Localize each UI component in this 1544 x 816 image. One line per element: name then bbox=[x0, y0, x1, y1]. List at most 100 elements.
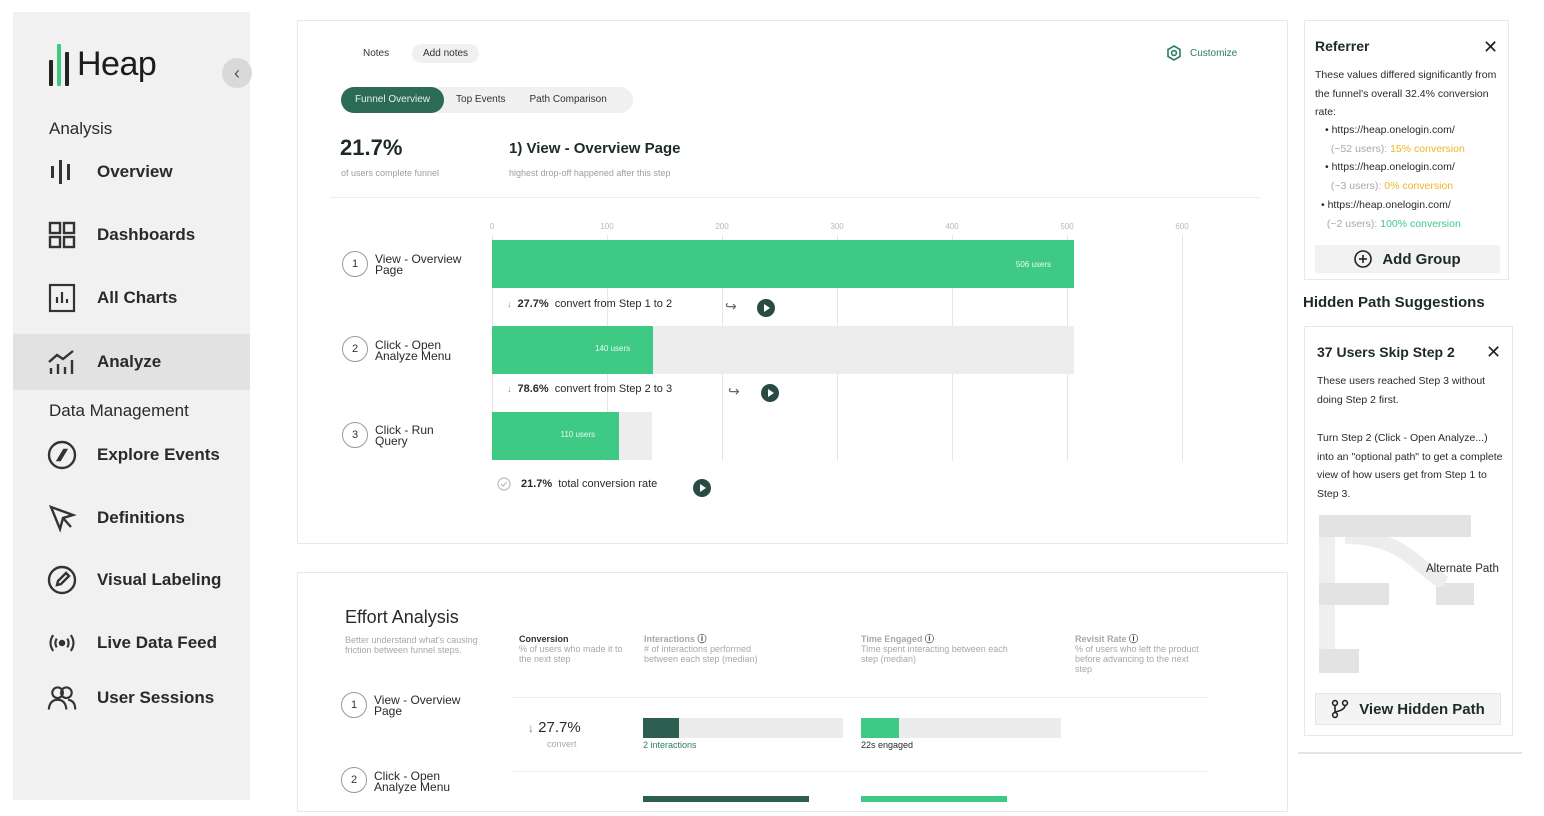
customize-button[interactable]: Customize bbox=[1166, 45, 1237, 61]
close-icon[interactable]: ✕ bbox=[1483, 37, 1499, 57]
step-label[interactable]: View - Overview Page bbox=[375, 252, 462, 277]
view-hidden-path-button[interactable]: View Hidden Path bbox=[1315, 693, 1501, 725]
sidebar-item-label: Overview bbox=[97, 162, 173, 181]
referrer-card: Referrer ✕ These values differed signifi… bbox=[1304, 20, 1509, 280]
completion-rate: 21.7% bbox=[340, 135, 403, 160]
column-conversion: Conversion% of users who made it to the … bbox=[519, 634, 623, 664]
sidebar-item-live-data-feed[interactable]: Live Data Feed bbox=[13, 615, 250, 671]
hidden-path-section-title: Hidden Path Suggestions bbox=[1303, 294, 1485, 311]
funnel-card: Notes Add notes Customize Funnel Overvie… bbox=[297, 20, 1288, 544]
info-icon[interactable]: ⓘ bbox=[1129, 634, 1139, 644]
step-number: 2 bbox=[342, 336, 368, 362]
chevron-left-icon: ‹ bbox=[234, 62, 240, 83]
path-arrow-icon[interactable]: ↪ bbox=[725, 298, 737, 314]
path-arrow-icon[interactable]: ↪ bbox=[728, 383, 740, 399]
axis-tick: 600 bbox=[1175, 222, 1189, 231]
axis-tick: 200 bbox=[715, 222, 729, 231]
effort-subtitle: Better understand what's causing frictio… bbox=[345, 635, 478, 655]
play-icon[interactable] bbox=[761, 384, 779, 402]
header-divider bbox=[330, 197, 1260, 198]
broadcast-icon bbox=[47, 628, 77, 658]
referrer-item[interactable]: • https://heap.onelogin.com/ (~3 users):… bbox=[1325, 161, 1455, 192]
play-icon[interactable] bbox=[693, 479, 711, 497]
axis-tick: 0 bbox=[489, 222, 495, 231]
interactions-bar-partial bbox=[643, 796, 809, 802]
tab-funnel-overview[interactable]: Funnel Overview bbox=[341, 87, 445, 113]
conversion-text: convert from Step 2 to 3 bbox=[554, 383, 673, 395]
referrer-item[interactable]: • https://heap.onelogin.com/ (~52 users)… bbox=[1325, 124, 1465, 155]
sidebar-item-label: All Charts bbox=[97, 288, 178, 307]
arrow-down-icon: ↓ bbox=[528, 721, 534, 735]
step-label[interactable]: Click - Open Analyze Menu bbox=[374, 769, 451, 794]
analysis-section-label: Analysis bbox=[49, 119, 113, 138]
column-revisit-rate: Revisit Rate ⓘ% of users who left the pr… bbox=[1075, 634, 1199, 674]
hidden-path-suggestion: Turn Step 2 (Click - Open Analyze...) in… bbox=[1317, 432, 1503, 500]
funnel-bar[interactable] bbox=[492, 326, 653, 374]
branch-icon bbox=[1332, 699, 1349, 719]
view-hidden-path-label: View Hidden Path bbox=[1359, 700, 1485, 718]
engaged-value: 22s engaged bbox=[861, 740, 914, 750]
arrow-down-icon: ↓ bbox=[507, 384, 512, 394]
hidden-path-card: 37 Users Skip Step 2 ✕ These users reach… bbox=[1304, 326, 1513, 736]
step-number: 1 bbox=[342, 251, 368, 277]
axis-tick: 300 bbox=[830, 222, 844, 231]
column-interactions: Interactions ⓘ # of interactions performe… bbox=[644, 634, 758, 664]
play-icon[interactable] bbox=[757, 299, 775, 317]
effort-divider bbox=[513, 697, 1207, 698]
path-diagram-block bbox=[1319, 583, 1389, 605]
add-group-button[interactable]: Add Group bbox=[1315, 245, 1500, 273]
sidebar-item-user-sessions[interactable]: User Sessions bbox=[13, 670, 250, 726]
column-time-engaged: Time Engaged ⓘ Time spent interacting bet… bbox=[861, 634, 1008, 664]
sidebar-item-label: Live Data Feed bbox=[97, 633, 217, 652]
sidebar-item-explore-events[interactable]: Explore Events bbox=[13, 427, 250, 483]
sidebar-item-dashboards[interactable]: Dashboards bbox=[13, 207, 250, 263]
axis-tick: 100 bbox=[600, 222, 614, 231]
dropoff-step-title: 1) View - Overview Page bbox=[509, 140, 681, 157]
sidebar-item-label: Definitions bbox=[97, 508, 185, 527]
info-icon[interactable]: ⓘ bbox=[924, 634, 934, 644]
info-icon[interactable]: ⓘ bbox=[697, 634, 707, 644]
alternate-path-label: Alternate Path bbox=[1426, 563, 1499, 575]
edit-icon bbox=[47, 565, 77, 595]
conversion-pct: 78.6% bbox=[517, 383, 549, 395]
conversion-caption: convert bbox=[547, 739, 577, 749]
referrer-item[interactable]: • https://heap.onelogin.com/ (~2 users):… bbox=[1321, 199, 1461, 230]
sidebar-item-visual-labeling[interactable]: Visual Labeling bbox=[13, 552, 250, 608]
referrer-title: Referrer bbox=[1315, 38, 1370, 54]
step-label[interactable]: View - Overview Page bbox=[374, 693, 461, 718]
tab-top-events[interactable]: Top Events bbox=[456, 94, 506, 105]
sidebar-item-definitions[interactable]: Definitions bbox=[13, 490, 250, 546]
conversion-row: ↓ 27.7% convert from Step 1 to 2 bbox=[507, 298, 672, 310]
funnel-bar[interactable] bbox=[492, 240, 1074, 288]
step-label[interactable]: Click - Open Analyze Menu bbox=[375, 338, 452, 363]
arrow-down-icon: ↓ bbox=[507, 299, 512, 309]
collapse-sidebar-button[interactable]: ‹ bbox=[222, 58, 252, 88]
data-management-section-label: Data Management bbox=[49, 401, 189, 420]
funnel-bar[interactable] bbox=[492, 412, 619, 460]
gridline bbox=[1182, 235, 1183, 461]
step-number: 1 bbox=[341, 692, 367, 718]
completion-caption: of users complete funnel bbox=[341, 168, 440, 178]
funnel-bar-label: 140 users bbox=[595, 344, 631, 353]
customize-label: Customize bbox=[1190, 47, 1238, 59]
tab-path-comparison[interactable]: Path Comparison bbox=[529, 94, 607, 105]
sidebar-item-analyze[interactable]: Analyze bbox=[13, 334, 250, 390]
heap-logo[interactable]: Heap bbox=[49, 42, 157, 86]
brand-name: Heap bbox=[77, 44, 157, 83]
notes-button[interactable]: Notes bbox=[363, 48, 390, 59]
sidebar-item-label: User Sessions bbox=[97, 688, 215, 707]
step-label[interactable]: Click - Run Query bbox=[375, 423, 434, 448]
interactions-bar bbox=[643, 718, 679, 738]
path-diagram-block bbox=[1319, 515, 1471, 537]
conversion-value: ↓ 27.7% bbox=[528, 719, 581, 736]
panel-bottom-rule bbox=[1298, 752, 1522, 754]
funnel-tabs: Funnel Overview Top Events Path Comparis… bbox=[341, 87, 633, 113]
sidebar-item-label: Explore Events bbox=[97, 445, 220, 464]
add-notes-button[interactable]: Add notes bbox=[412, 44, 480, 63]
overview-icon bbox=[47, 157, 77, 187]
sidebar-item-overview[interactable]: Overview bbox=[13, 144, 250, 200]
close-icon[interactable]: ✕ bbox=[1486, 342, 1502, 362]
engaged-bar-partial bbox=[861, 796, 1007, 802]
funnel-bar-label: 506 users bbox=[1015, 260, 1052, 269]
sidebar-item-all-charts[interactable]: All Charts bbox=[13, 270, 250, 326]
